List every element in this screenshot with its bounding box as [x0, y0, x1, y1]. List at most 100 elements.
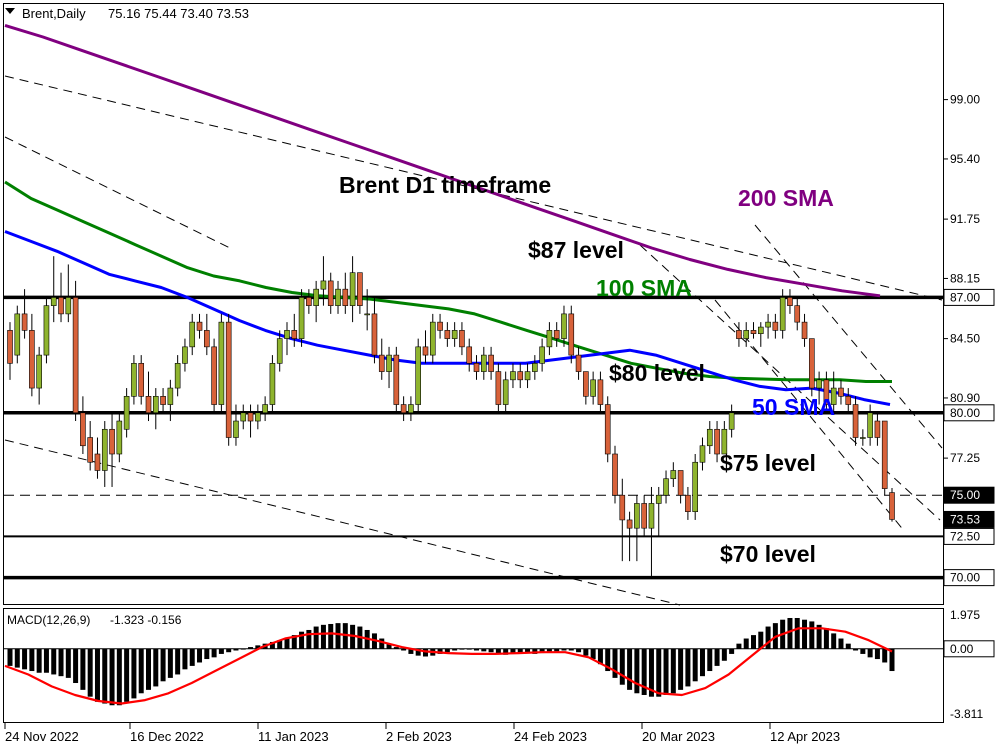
macd-histogram-bar	[459, 648, 465, 650]
candle-body	[225, 321, 232, 438]
price-label-box	[943, 510, 995, 528]
candle-body	[269, 363, 276, 405]
trendline[interactable]	[754, 224, 943, 449]
macd-histogram-bar	[612, 648, 618, 678]
trendlines-layer[interactable]	[4, 75, 943, 606]
macd-histogram-bar	[160, 648, 166, 682]
candle-body	[276, 338, 283, 364]
macd-histogram-bar	[809, 621, 815, 649]
candle-body	[14, 313, 21, 356]
price-label-box	[943, 288, 995, 306]
macd-histogram-bar	[444, 648, 450, 653]
horizontal-levels-layer[interactable]	[4, 295, 943, 580]
candle-body	[736, 330, 742, 339]
candle-body	[21, 313, 28, 331]
level-87-label: $87 level	[528, 237, 624, 263]
price-label: 72.50	[950, 529, 980, 543]
candle-body	[313, 288, 319, 306]
candle-body	[809, 338, 815, 389]
macd-histogram-bar	[65, 648, 71, 678]
candle-body	[801, 321, 808, 339]
candle-body	[451, 330, 458, 339]
macd-histogram-bar	[320, 624, 326, 649]
macd-histogram-bar	[102, 648, 108, 704]
candle-body	[291, 330, 298, 339]
macd-histogram-bar	[313, 626, 319, 649]
macd-histogram-bar	[145, 648, 151, 690]
trendline[interactable]	[639, 244, 941, 521]
macd-histogram-bar	[328, 623, 334, 649]
macd-histogram-bar	[860, 648, 866, 654]
macd-histogram-bar	[736, 643, 742, 649]
candle-body	[583, 371, 589, 397]
time-tick-label: 24 Nov 2022	[5, 729, 79, 744]
level-80-label: $80 level	[609, 360, 705, 386]
macd-histogram-bar	[466, 648, 472, 650]
trendline[interactable]	[4, 136, 231, 249]
macd-histogram-bar	[474, 648, 480, 651]
candle-body	[240, 412, 247, 422]
candle-body	[823, 379, 830, 405]
candle-body	[167, 387, 174, 405]
main-panel-frame	[3, 3, 944, 605]
macd-histogram-bar	[240, 648, 246, 650]
candle-body	[772, 321, 779, 331]
macd-histogram-bar	[386, 643, 392, 649]
time-tick-label: 16 Dec 2022	[130, 729, 204, 744]
sma50-label: 50 SMA	[752, 394, 835, 420]
macd-values: -1.323 -0.156	[110, 613, 182, 627]
macd-histogram-bar	[714, 648, 720, 666]
price-tick-label: 88.15	[950, 271, 980, 285]
macd-histogram-bar	[153, 648, 159, 687]
candle-body	[510, 371, 516, 381]
macd-histogram-bar	[22, 648, 28, 670]
macd-histogram-bar	[867, 648, 873, 658]
macd-panel-frame	[3, 608, 944, 723]
price-tick-label: 80.90	[950, 391, 980, 405]
macd-histogram-bar	[721, 648, 727, 661]
sma-line-50	[4, 230, 891, 406]
macd-histogram-bar	[648, 648, 654, 697]
macd-histogram-bar	[707, 648, 713, 672]
macd-histogram-bar	[29, 648, 35, 672]
macd-histogram-bar	[197, 648, 203, 663]
candle-body	[342, 288, 349, 306]
macd-histogram-bar	[583, 648, 589, 656]
macd-histogram-bar	[481, 648, 487, 652]
macd-histogram-bar	[291, 635, 297, 649]
candle-body	[867, 412, 873, 438]
candle-body	[43, 305, 50, 356]
macd-histogram-bar	[306, 629, 312, 649]
candle-body	[131, 363, 137, 397]
dropdown-arrow-icon[interactable]	[5, 8, 15, 14]
candle-body	[860, 437, 866, 439]
candle-body	[706, 428, 713, 447]
candle-body	[58, 297, 64, 315]
candle-body	[677, 470, 684, 496]
candle-body	[145, 396, 152, 414]
macd-signal-line	[4, 627, 893, 705]
macd-histogram-bar	[699, 648, 705, 677]
macd-histogram-bar	[422, 648, 428, 657]
macd-tick-label: 1.975	[950, 608, 980, 622]
trendline[interactable]	[4, 75, 943, 301]
macd-histogram-bar	[87, 648, 93, 697]
candle-body	[211, 346, 217, 405]
candle-body	[743, 330, 750, 339]
moving-averages-layer	[4, 23, 892, 406]
macd-histogram-bar	[525, 648, 531, 653]
candle-body	[393, 354, 400, 405]
trendline[interactable]	[4, 439, 681, 606]
macd-histogram-bar	[853, 648, 859, 651]
macd-histogram-bar	[539, 648, 545, 654]
candle-body	[619, 494, 626, 521]
candle-body	[553, 330, 560, 339]
candle-body	[612, 453, 618, 496]
candle-body	[590, 379, 596, 397]
candle-body	[65, 297, 72, 315]
macd-histogram-bar	[831, 633, 837, 649]
candle-body	[502, 379, 509, 405]
candle-body	[371, 313, 378, 356]
